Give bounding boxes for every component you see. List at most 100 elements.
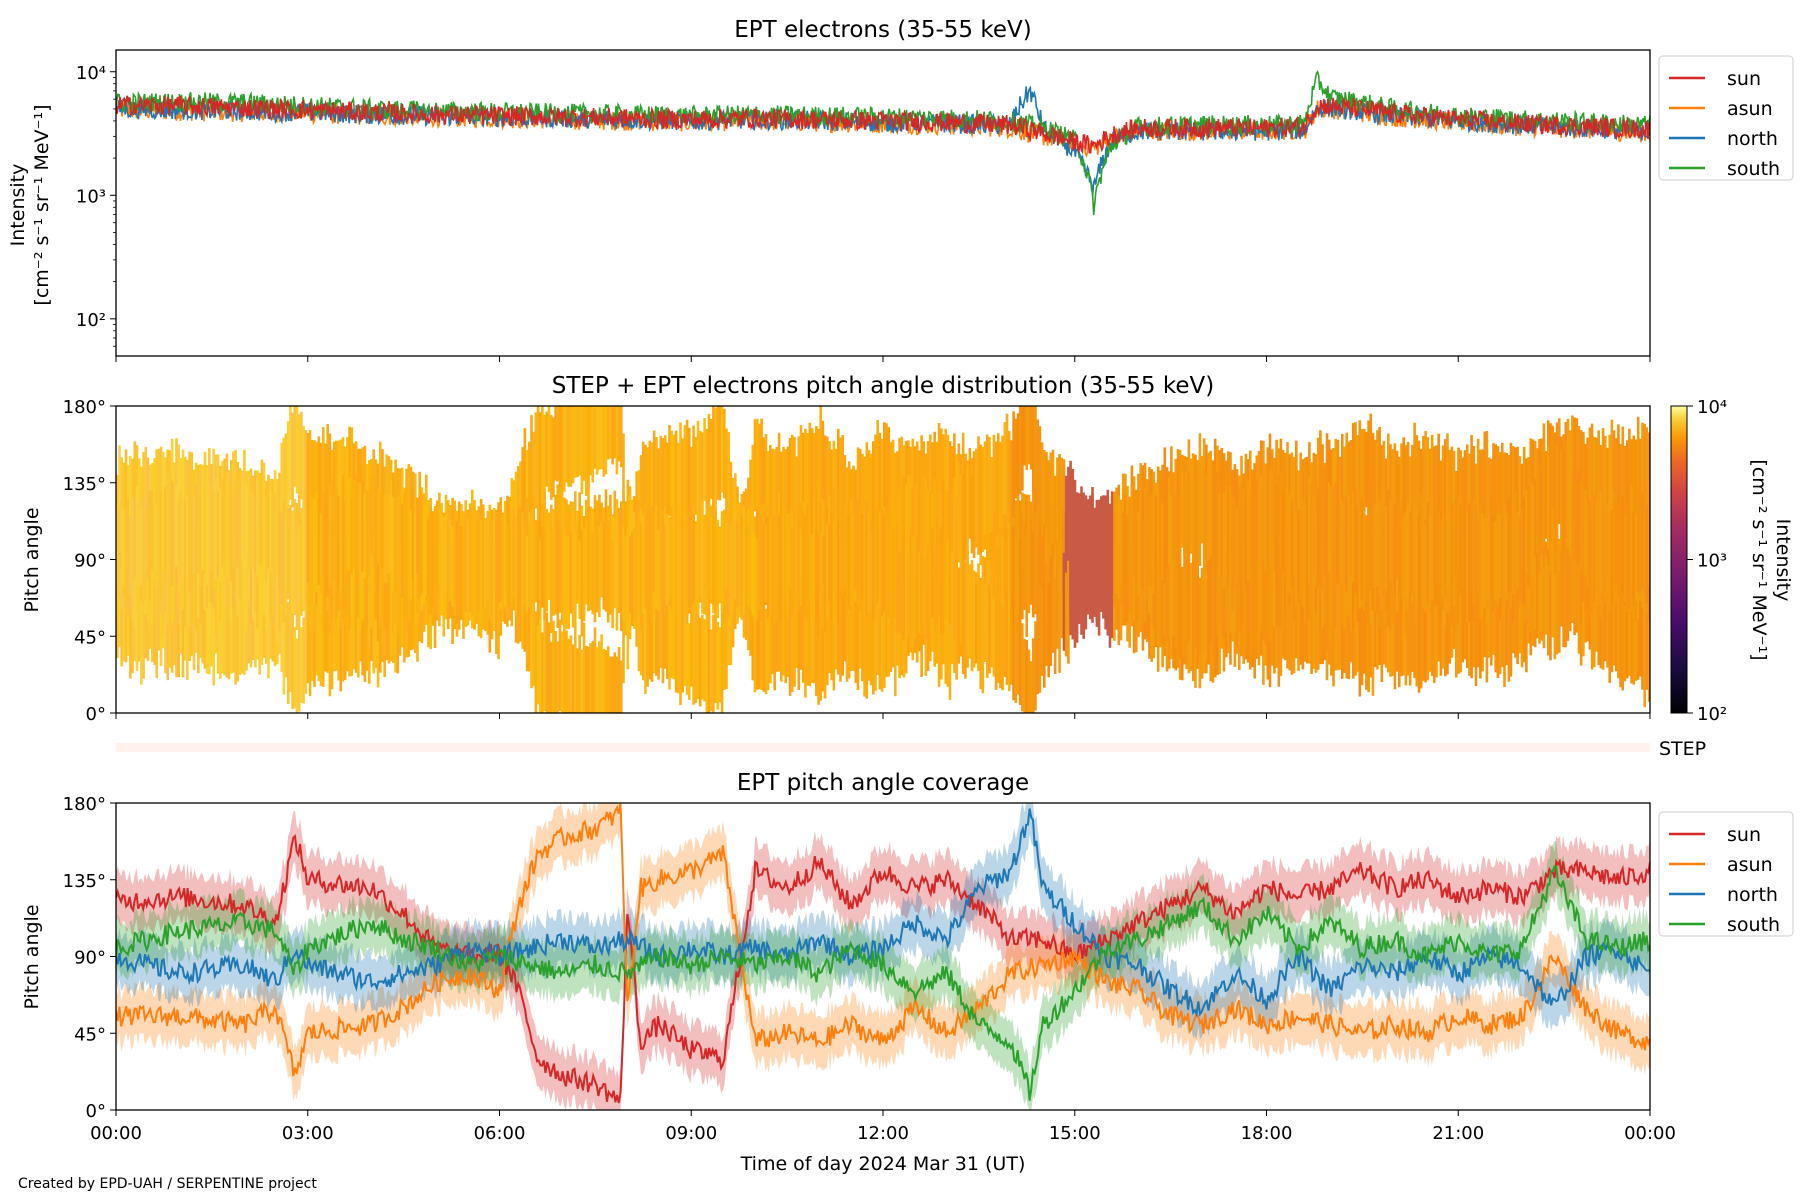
heat-cell	[197, 472, 200, 574]
heat-cell	[1023, 639, 1026, 713]
heat-cell	[1588, 427, 1592, 508]
heat-cell	[1040, 589, 1044, 676]
heat-cell	[587, 506, 590, 612]
heat-cell	[615, 656, 619, 713]
heat-cell	[1167, 477, 1171, 565]
heat-cell	[1406, 576, 1410, 676]
heat-cell	[1067, 466, 1070, 556]
heat-cell	[1189, 458, 1193, 554]
heat-cell	[1516, 574, 1519, 665]
heat-cell	[308, 430, 312, 527]
heat-cell	[580, 529, 584, 637]
heat-cell	[997, 602, 1000, 684]
heat-cell	[1389, 499, 1392, 579]
heat-cell	[712, 614, 715, 713]
colorbar	[1670, 405, 1688, 714]
heat-cell	[628, 536, 632, 613]
heat-cell	[872, 441, 875, 540]
heat-cell	[817, 534, 820, 636]
heat-cell	[758, 507, 761, 610]
heat-cell	[1617, 424, 1620, 525]
heat-cell	[602, 648, 606, 713]
heat-cell	[955, 593, 958, 680]
heat-cell	[1075, 545, 1079, 643]
heat-cell	[122, 508, 126, 585]
heat-cell	[315, 441, 318, 532]
heat-cell	[230, 484, 233, 582]
heat-cell	[876, 420, 879, 526]
heat-cell	[442, 516, 446, 600]
heat-cell	[1398, 457, 1401, 537]
heat-cell	[1082, 492, 1085, 575]
heat-cell	[1038, 511, 1042, 610]
heat-cell	[885, 518, 888, 622]
heat-cell	[712, 498, 715, 606]
heat-cell	[1137, 511, 1140, 596]
heat-cell	[891, 527, 895, 630]
heat-cell	[1446, 594, 1449, 675]
heat-cell	[519, 506, 522, 615]
heat-cell	[694, 437, 698, 515]
heat-cell	[276, 539, 279, 643]
heat-cell	[924, 478, 928, 576]
heat-cell	[1597, 430, 1600, 506]
heat-cell	[587, 646, 590, 713]
heat-cell	[343, 499, 347, 586]
heat-cell	[604, 516, 608, 612]
heat-cell	[766, 451, 770, 534]
heat-cell	[1198, 577, 1202, 654]
heat-cell	[968, 451, 972, 539]
heat-cell	[1487, 517, 1491, 614]
heat-cell	[1281, 493, 1285, 571]
heat-cell	[685, 516, 689, 625]
heat-cell	[1128, 499, 1131, 581]
heat-cell	[1529, 480, 1533, 589]
heat-cell	[959, 536, 963, 644]
ytick-label: 135°	[63, 871, 106, 892]
heat-cell	[1150, 493, 1153, 586]
heat-cell	[284, 600, 288, 678]
heat-cell	[324, 500, 327, 599]
heat-cell	[1579, 524, 1583, 625]
heat-cell	[122, 575, 126, 662]
heat-cell	[1566, 444, 1570, 548]
heat-cell	[867, 584, 871, 681]
heat-cell	[986, 591, 989, 678]
panel1-ylabel-1: Intensity	[7, 164, 29, 247]
heat-cell	[791, 434, 794, 538]
heat-cell	[1437, 581, 1440, 662]
heat-cell	[127, 498, 130, 587]
heat-cell	[1424, 602, 1427, 683]
heat-cell	[1538, 541, 1541, 644]
heat-cell	[1178, 456, 1182, 565]
heat-cell	[979, 581, 982, 690]
heat-cell	[574, 406, 577, 478]
heat-cell	[295, 533, 299, 630]
heat-cell	[1494, 521, 1497, 600]
heat-cell	[1268, 537, 1272, 641]
heat-cell	[1244, 542, 1248, 651]
heat-cell	[164, 486, 167, 572]
heat-cell	[1612, 580, 1616, 666]
heat-cell	[845, 588, 849, 682]
heat-cell	[269, 541, 272, 623]
heat-cell	[598, 406, 601, 470]
heat-cell	[1240, 542, 1243, 631]
heat-cell	[297, 414, 301, 495]
heat-cell	[1367, 420, 1370, 519]
heat-cell	[1327, 482, 1331, 573]
heat-cell	[1277, 474, 1281, 566]
heat-cell	[129, 516, 132, 597]
heat-cell	[1472, 498, 1476, 606]
heat-cell	[1295, 513, 1298, 602]
heat-cell	[541, 632, 544, 713]
heat-cell	[1376, 581, 1379, 670]
heat-cell	[1032, 638, 1035, 713]
heat-cell	[920, 484, 923, 568]
heat-cell	[1582, 431, 1585, 538]
heat-cell	[124, 449, 128, 555]
heat-cell	[1198, 461, 1202, 566]
heat-cell	[843, 501, 847, 590]
heat-cell	[1395, 501, 1399, 579]
heat-cell	[313, 591, 316, 687]
